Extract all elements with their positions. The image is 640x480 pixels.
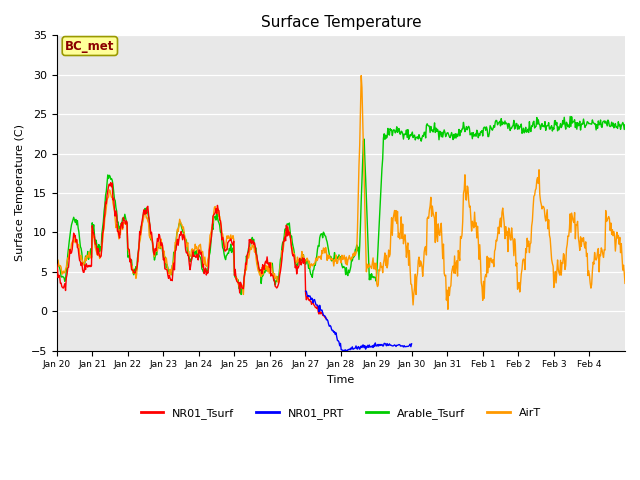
- Title: Surface Temperature: Surface Temperature: [260, 15, 421, 30]
- Y-axis label: Surface Temperature (C): Surface Temperature (C): [15, 124, 25, 262]
- X-axis label: Time: Time: [327, 375, 355, 385]
- Legend: NR01_Tsurf, NR01_PRT, Arable_Tsurf, AirT: NR01_Tsurf, NR01_PRT, Arable_Tsurf, AirT: [136, 404, 545, 423]
- Text: BC_met: BC_met: [65, 39, 115, 52]
